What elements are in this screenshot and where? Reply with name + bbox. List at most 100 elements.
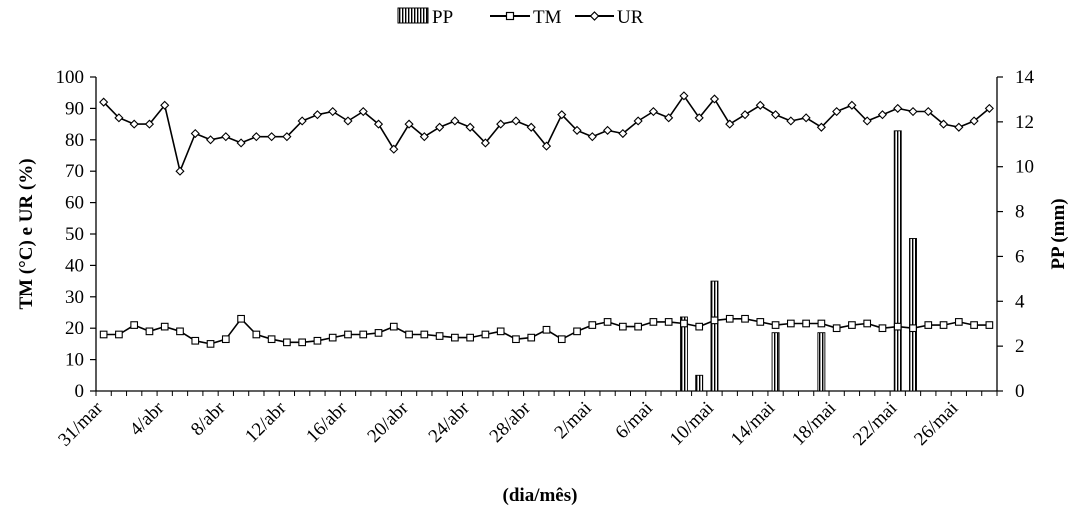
ur-point (938, 119, 949, 129)
ur-point (144, 119, 155, 129)
tm-point (863, 319, 872, 328)
x-tick-label: 22/mai (849, 398, 901, 450)
tm-point (970, 321, 978, 329)
ur-point (312, 110, 323, 120)
right-axis-ticks: 0 2 4 6 8 10 12 14 (997, 67, 1035, 402)
pp-bar (909, 238, 917, 392)
tm-point (680, 319, 688, 328)
pp-bar (695, 374, 704, 392)
tm-point (832, 324, 841, 333)
ur-point (618, 128, 628, 139)
ur-point (832, 106, 842, 117)
ur-line (103, 95, 990, 172)
ur-point (419, 132, 429, 142)
pp-bar (679, 316, 688, 392)
tm-point (512, 335, 520, 344)
x-tick-label: 26/mai (910, 398, 962, 450)
ur-point (465, 122, 475, 132)
ur-point (725, 119, 735, 129)
x-tick-label: 20/abr (363, 397, 413, 447)
tm-point (893, 322, 902, 331)
pp-bar (893, 130, 902, 392)
tm-point (771, 321, 780, 329)
ur-point (587, 132, 597, 142)
y-left-tick-label: 90 (65, 98, 84, 119)
y-right-tick-label: 0 (1015, 381, 1025, 402)
ur-point (373, 119, 384, 129)
tm-point (848, 321, 856, 329)
ur-point (251, 132, 261, 142)
x-tick-label: 18/mai (788, 398, 840, 450)
left-axis-ticks: 0 10 20 30 40 50 60 70 80 90 100 (56, 67, 96, 402)
tm-point (557, 335, 566, 344)
ur-point (282, 132, 292, 142)
tm-point (160, 322, 169, 331)
tm-point (939, 321, 948, 329)
x-tick-label: 24/abr (425, 397, 475, 447)
tm-point (328, 333, 337, 342)
tm-point (649, 318, 658, 326)
tm-point (954, 318, 963, 326)
x-tick-label: 8/abr (187, 397, 230, 440)
ur-point (541, 141, 552, 151)
x-tick-label: 12/abr (241, 397, 291, 447)
tm-point (756, 318, 765, 326)
ur-point (954, 122, 964, 132)
x-tick-label: 4/abr (126, 397, 169, 440)
y-left-tick-label: 30 (65, 287, 84, 308)
ur-point (740, 110, 750, 120)
ur-point (190, 128, 200, 139)
tm-point (817, 319, 826, 328)
tm-point (588, 321, 597, 329)
tm-point (909, 324, 917, 333)
x-tick-label: 2/mai (550, 398, 595, 443)
pp-bars (679, 130, 917, 392)
ur-point (709, 94, 720, 104)
y-right-axis-title: PP (mm) (1048, 198, 1069, 269)
x-tick-label: 28/abr (486, 397, 536, 447)
y-left-tick-label: 100 (56, 67, 85, 88)
tm-point (481, 330, 490, 339)
y-left-tick-label: 50 (65, 224, 84, 245)
ur-point (175, 166, 185, 176)
y-left-tick-label: 10 (65, 350, 84, 371)
ur-point (923, 106, 933, 117)
tm-point (741, 314, 749, 323)
ur-point (511, 116, 521, 126)
x-tick-label: 31/mar (54, 397, 107, 450)
ur-point (99, 97, 109, 107)
tm-point (435, 332, 444, 340)
tm-point (359, 330, 368, 339)
ur-point (343, 116, 353, 126)
tm-point (924, 321, 933, 329)
y-left-axis-title: TM (°C) e UR (%) (16, 158, 37, 309)
ur-point (480, 138, 490, 148)
ur-point (557, 110, 567, 120)
tm-point (374, 329, 383, 337)
x-tick-label: 10/mai (666, 398, 718, 450)
tm-point (420, 330, 429, 339)
ur-point (984, 103, 994, 113)
tm-point (99, 330, 108, 339)
tm-point (802, 319, 810, 328)
y-right-tick-label: 4 (1015, 291, 1025, 312)
tm-point (878, 324, 887, 333)
ur-point (862, 116, 872, 126)
ur-point (435, 122, 445, 132)
y-left-tick-label: 60 (65, 193, 84, 214)
ur-point (770, 110, 781, 120)
tm-point (634, 322, 642, 331)
x-tick-label: 6/mai (611, 398, 656, 443)
ur-point (267, 132, 277, 142)
tm-point (176, 327, 184, 336)
ur-point (572, 125, 582, 135)
ur-point (221, 132, 231, 142)
legend-tm-label: TM (533, 7, 562, 28)
ur-point (450, 116, 460, 126)
ur-point (404, 119, 414, 129)
pp-bar (817, 332, 826, 392)
tm-point (496, 327, 505, 336)
pp-bar (771, 332, 780, 392)
legend: PP TM UR (397, 7, 644, 28)
